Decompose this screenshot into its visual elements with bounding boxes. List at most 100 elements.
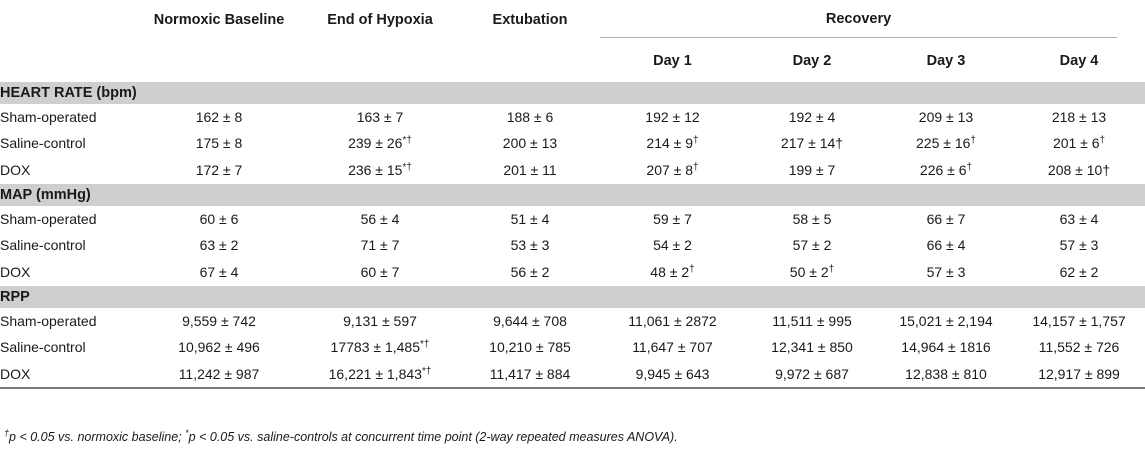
row-label: Sham-operated <box>0 109 97 126</box>
header-day-2: Day 2 <box>792 52 832 69</box>
table-cell: 12,838 ± 810 <box>879 360 1013 389</box>
table-cell: 63 ± 2 <box>138 232 300 258</box>
cell-value: 218 ± 13 <box>1051 109 1107 126</box>
table-cell: 63 ± 4 <box>1013 206 1145 232</box>
row-label: Sham-operated <box>0 211 97 228</box>
cell-value: 14,157 ± 1,757 <box>1032 312 1126 329</box>
table-row: Saline-control 63 ± 2 71 ± 7 53 ± 3 54 ± 2 57… <box>0 232 1145 258</box>
cell-value: 66 ± 4 <box>926 237 966 254</box>
table-cell: 11,242 ± 987 <box>138 360 300 389</box>
table-cell: 58 ± 5 <box>745 206 879 232</box>
cell-value: 12,341 ± 850 <box>771 339 853 356</box>
table-cell: 192 ± 4 <box>745 104 879 130</box>
header-day-4: Day 4 <box>1059 52 1099 69</box>
table-cell: 172 ± 7 <box>138 157 300 184</box>
cell-value: 51 ± 4 <box>510 211 550 228</box>
row-label: Sham-operated <box>0 312 97 329</box>
table-row: Sham-operated 9,559 ± 742 9,131 ± 597 9,644… <box>0 308 1145 334</box>
header-day-1: Day 1 <box>653 52 692 69</box>
cell-value: 200 ± 13 <box>502 135 558 152</box>
group-title: RPP <box>0 284 1145 308</box>
cell-value: 48 ± 2 <box>650 263 690 280</box>
table-cell: 226 ± 6† <box>879 157 1013 184</box>
cell-value: 11,242 ± 987 <box>178 365 260 382</box>
cell-value: 53 ± 3 <box>510 237 550 254</box>
cell-value: 201 ± 11 <box>503 161 557 178</box>
cell-value: 162 ± 8 <box>195 109 243 126</box>
cell-value: 209 ± 13 <box>918 109 974 126</box>
table-cell: 239 ± 26*† <box>300 130 460 156</box>
footnote-text-2: p < 0.05 vs. saline-controls at concurre… <box>188 430 678 444</box>
data-table: Normoxic Baseline End of Hypoxia Extubat… <box>0 0 1145 389</box>
table-cell: 214 ± 9† <box>600 130 745 156</box>
cell-value: 56 ± 4 <box>360 211 400 228</box>
cell-value: 11,511 ± 995 <box>772 312 852 329</box>
table-cell: 9,972 ± 687 <box>745 360 879 389</box>
header-recovery: Recovery <box>600 0 1145 40</box>
cell-value: 192 ± 4 <box>788 109 836 126</box>
table-cell: 9,945 ± 643 <box>600 360 745 389</box>
group-title: MAP (mmHg) <box>0 182 1145 206</box>
table-cell: 66 ± 7 <box>879 206 1013 232</box>
row-label: DOX <box>0 161 31 178</box>
group-header-row: MAP (mmHg) <box>0 182 1145 206</box>
table-cell: 200 ± 13 <box>460 130 600 156</box>
significance-mark: † <box>970 135 976 147</box>
table-cell: 56 ± 2 <box>460 258 600 285</box>
table-cell: 11,647 ± 707 <box>600 334 745 360</box>
table-cell: 11,511 ± 995 <box>745 308 879 334</box>
cell-value: 11,552 ± 726 <box>1038 339 1120 356</box>
cell-value: 9,559 ± 742 <box>182 312 256 329</box>
header-hypoxia: End of Hypoxia <box>327 12 433 28</box>
header-blank-2 <box>0 40 138 82</box>
cell-value: 214 ± 9 <box>646 135 694 152</box>
cell-value: 16,221 ± 1,843 <box>328 365 422 382</box>
table-cell: 217 ± 14† <box>745 130 879 156</box>
cell-value: 207 ± 8 <box>646 161 694 178</box>
cell-value: 11,061 ± 2872 <box>628 312 717 329</box>
table-cell: 10,962 ± 496 <box>138 334 300 360</box>
table-cell: 57 ± 3 <box>879 258 1013 285</box>
cell-value: 57 ± 3 <box>1059 237 1099 254</box>
header-recovery-label: Recovery <box>600 3 1118 38</box>
table-cell: 192 ± 12 <box>600 104 745 130</box>
footnote: †p < 0.05 vs. normoxic baseline; *p < 0.… <box>4 428 678 445</box>
significance-mark: † <box>828 263 835 275</box>
cell-value: 66 ± 7 <box>926 211 966 228</box>
cell-value: 62 ± 2 <box>1059 263 1099 280</box>
row-label: DOX <box>0 263 31 280</box>
cell-value: 172 ± 7 <box>195 161 243 178</box>
table-cell: 201 ± 6† <box>1013 130 1145 156</box>
table-cell: 16,221 ± 1,843*† <box>300 360 460 389</box>
table-row: DOX 11,242 ± 987 16,221 ± 1,843*† 11,417 ± … <box>0 360 1145 389</box>
cell-value: 63 ± 4 <box>1059 211 1099 228</box>
cell-value: 239 ± 26 <box>348 135 403 152</box>
table-cell: 9,131 ± 597 <box>300 308 460 334</box>
cell-value: 56 ± 2 <box>510 263 550 280</box>
table-cell: 12,917 ± 899 <box>1013 360 1145 389</box>
significance-mark: † <box>1099 135 1106 147</box>
cell-value: 192 ± 12 <box>645 109 700 126</box>
cell-value: 9,945 ± 643 <box>635 365 710 382</box>
significance-mark: † <box>689 263 695 275</box>
table-cell: 15,021 ± 2,194 <box>879 308 1013 334</box>
row-label: Saline-control <box>0 339 86 356</box>
table-cell: 17783 ± 1,485*† <box>300 334 460 360</box>
table-cell: 53 ± 3 <box>460 232 600 258</box>
cell-value: 163 ± 7 <box>356 109 404 126</box>
significance-mark: † <box>693 135 699 147</box>
table-cell: 54 ± 2 <box>600 232 745 258</box>
cell-value: 58 ± 5 <box>792 211 832 228</box>
cell-value: 236 ± 15 <box>348 161 403 178</box>
table-cell: 10,210 ± 785 <box>460 334 600 360</box>
header-extubation: Extubation <box>492 12 568 28</box>
significance-mark: *† <box>419 339 430 351</box>
cell-value: 217 ± 14† <box>780 135 844 152</box>
table-cell: 188 ± 6 <box>460 104 600 130</box>
cell-value: 60 ± 6 <box>199 211 239 228</box>
table-cell: 12,341 ± 850 <box>745 334 879 360</box>
table-cell: 209 ± 13 <box>879 104 1013 130</box>
footnote-star: * <box>185 428 189 438</box>
table-cell: 51 ± 4 <box>460 206 600 232</box>
table-cell: 57 ± 3 <box>1013 232 1145 258</box>
